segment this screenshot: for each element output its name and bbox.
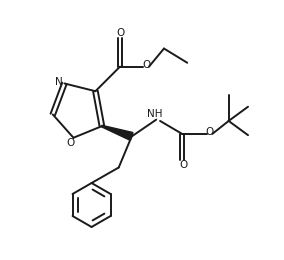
Text: O: O	[116, 28, 124, 37]
Text: NH: NH	[147, 109, 163, 119]
Text: O: O	[66, 138, 74, 148]
Polygon shape	[102, 125, 133, 140]
Text: O: O	[179, 160, 187, 170]
Text: O: O	[142, 60, 151, 70]
Text: O: O	[206, 127, 214, 137]
Text: N: N	[55, 77, 62, 87]
